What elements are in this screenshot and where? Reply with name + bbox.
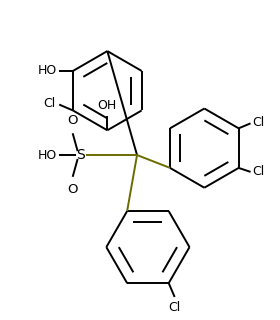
Text: S: S — [76, 148, 85, 162]
Text: OH: OH — [98, 100, 117, 112]
Text: HO: HO — [38, 148, 57, 162]
Text: Cl: Cl — [43, 97, 55, 110]
Text: Cl: Cl — [169, 301, 181, 314]
Text: O: O — [67, 183, 78, 196]
Text: Cl: Cl — [253, 165, 265, 178]
Text: Cl: Cl — [253, 116, 265, 129]
Text: O: O — [67, 114, 78, 127]
Text: HO: HO — [38, 64, 57, 77]
